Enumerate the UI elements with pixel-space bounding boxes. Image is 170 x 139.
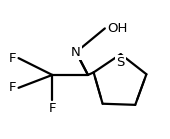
Text: F: F bbox=[9, 52, 16, 65]
Text: F: F bbox=[48, 102, 56, 115]
Text: N: N bbox=[71, 46, 81, 59]
Text: F: F bbox=[9, 81, 16, 94]
Text: S: S bbox=[116, 56, 125, 69]
Text: OH: OH bbox=[107, 22, 127, 35]
